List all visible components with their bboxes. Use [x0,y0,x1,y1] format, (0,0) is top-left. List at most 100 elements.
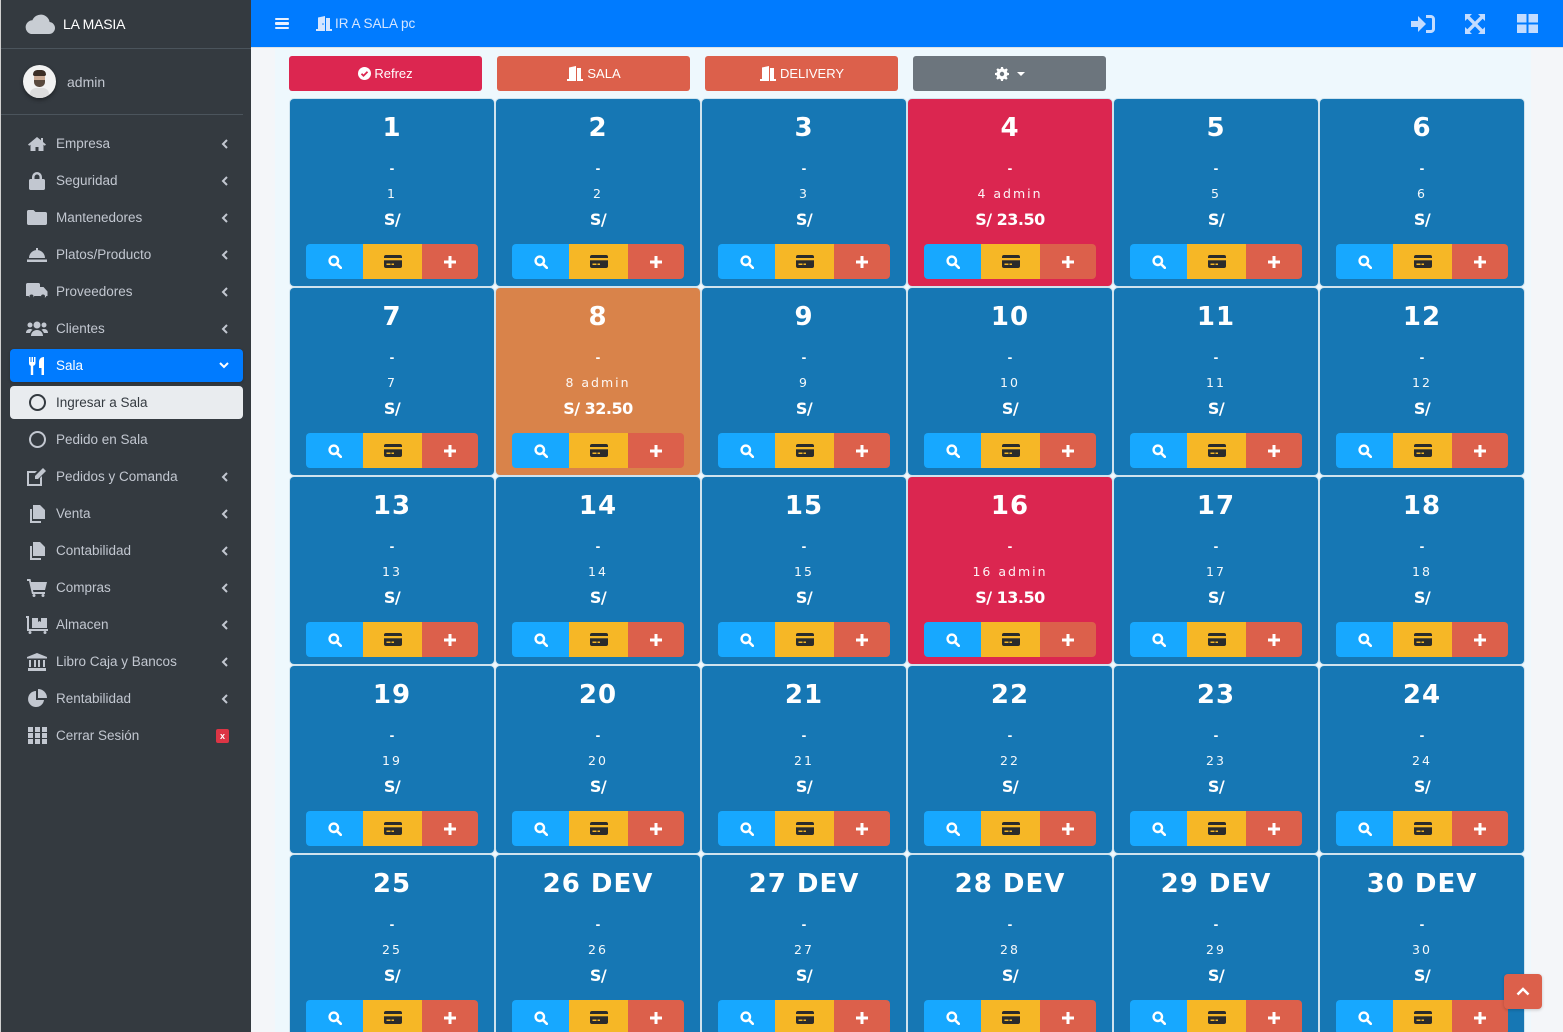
pay-button[interactable] [569,811,628,846]
pay-button[interactable] [1393,244,1452,279]
table-card[interactable]: 6 - 6 S/ [1320,99,1524,286]
view-order-button[interactable] [512,433,569,468]
add-item-button[interactable] [1040,622,1096,657]
add-item-button[interactable] [834,622,890,657]
view-order-button[interactable] [306,622,363,657]
view-order-button[interactable] [306,244,363,279]
add-item-button[interactable] [1452,1000,1508,1032]
table-card[interactable]: 22 - 22 S/ [908,666,1112,853]
pay-button[interactable] [775,622,834,657]
table-card[interactable]: 28 DEV - 28 S/ [908,855,1112,1032]
pay-button[interactable] [775,244,834,279]
table-card[interactable]: 16 - 16 admin S/ 13.50 [908,477,1112,664]
add-item-button[interactable] [422,433,478,468]
add-item-button[interactable] [422,1000,478,1032]
view-order-button[interactable] [718,244,775,279]
pay-button[interactable] [1393,811,1452,846]
pay-button[interactable] [363,244,422,279]
view-order-button[interactable] [1336,811,1393,846]
view-order-button[interactable] [512,1000,569,1032]
add-item-button[interactable] [628,433,684,468]
view-order-button[interactable] [512,244,569,279]
pay-button[interactable] [1187,811,1246,846]
sidebar-item-compras[interactable]: Compras [10,571,243,604]
view-order-button[interactable] [1130,622,1187,657]
table-card[interactable]: 30 DEV - 30 S/ [1320,855,1524,1032]
table-card[interactable]: 23 - 23 S/ [1114,666,1318,853]
brand-link[interactable]: LA MASIA [1,0,251,49]
table-card[interactable]: 13 - 13 S/ [290,477,494,664]
pay-button[interactable] [569,1000,628,1032]
table-card[interactable]: 1 - 1 S/ [290,99,494,286]
add-item-button[interactable] [1246,244,1302,279]
add-item-button[interactable] [1246,811,1302,846]
sidebar-item-sala[interactable]: Sala [10,349,243,382]
add-item-button[interactable] [834,1000,890,1032]
table-card[interactable]: 7 - 7 S/ [290,288,494,475]
add-item-button[interactable] [1246,1000,1302,1032]
table-card[interactable]: 4 - 4 admin S/ 23.50 [908,99,1112,286]
pay-button[interactable] [981,244,1040,279]
table-card[interactable]: 24 - 24 S/ [1320,666,1524,853]
sidebar-item-cerrar-sesion[interactable]: Cerrar Sesión x [10,719,243,752]
table-card[interactable]: 12 - 12 S/ [1320,288,1524,475]
view-order-button[interactable] [1336,244,1393,279]
pay-button[interactable] [1187,622,1246,657]
pay-button[interactable] [1187,433,1246,468]
table-card[interactable]: 11 - 11 S/ [1114,288,1318,475]
view-order-button[interactable] [306,433,363,468]
add-item-button[interactable] [628,1000,684,1032]
pay-button[interactable] [569,244,628,279]
add-item-button[interactable] [422,622,478,657]
table-card[interactable]: 3 - 3 S/ [702,99,906,286]
refresh-button[interactable]: Refrez [289,56,482,91]
add-item-button[interactable] [628,622,684,657]
table-card[interactable]: 27 DEV - 27 S/ [702,855,906,1032]
pay-button[interactable] [363,433,422,468]
sidebar-item-venta[interactable]: Venta [10,497,243,530]
table-card[interactable]: 9 - 9 S/ [702,288,906,475]
sign-in-icon[interactable] [1411,13,1435,35]
add-item-button[interactable] [834,811,890,846]
table-card[interactable]: 8 - 8 admin S/ 32.50 [496,288,700,475]
pay-button[interactable] [1393,433,1452,468]
sidebar-item-almacen[interactable]: Almacen [10,608,243,641]
view-order-button[interactable] [924,244,981,279]
view-order-button[interactable] [924,622,981,657]
sidebar-item-proveedores[interactable]: Proveedores [10,275,243,308]
view-order-button[interactable] [1130,1000,1187,1032]
sidebar-item-ingresar-a-sala[interactable]: Ingresar a Sala [10,386,243,419]
table-card[interactable]: 17 - 17 S/ [1114,477,1318,664]
view-order-button[interactable] [718,811,775,846]
pay-button[interactable] [1393,1000,1452,1032]
settings-dropdown-button[interactable] [913,56,1106,91]
sidebar-item-pedido-en-sala[interactable]: Pedido en Sala [10,423,243,456]
sidebar-item-mantenedores[interactable]: Mantenedores [10,201,243,234]
table-card[interactable]: 15 - 15 S/ [702,477,906,664]
sidebar-item-pedidos-y-comanda[interactable]: Pedidos y Comanda [10,460,243,493]
view-order-button[interactable] [924,433,981,468]
view-order-button[interactable] [306,1000,363,1032]
user-panel[interactable]: admin [1,49,243,115]
add-item-button[interactable] [1040,811,1096,846]
pay-button[interactable] [981,433,1040,468]
view-order-button[interactable] [1130,244,1187,279]
table-card[interactable]: 29 DEV - 29 S/ [1114,855,1318,1032]
table-card[interactable]: 21 - 21 S/ [702,666,906,853]
view-order-button[interactable] [924,1000,981,1032]
sidebar-item-seguridad[interactable]: Seguridad [10,164,243,197]
add-item-button[interactable] [1452,433,1508,468]
sala-button[interactable]: SALA [497,56,690,91]
table-card[interactable]: 19 - 19 S/ [290,666,494,853]
add-item-button[interactable] [422,811,478,846]
pay-button[interactable] [1187,1000,1246,1032]
add-item-button[interactable] [1452,622,1508,657]
add-item-button[interactable] [422,244,478,279]
ir-a-sala-link[interactable]: IR A SALA pc [315,16,415,31]
table-card[interactable]: 5 - 5 S/ [1114,99,1318,286]
pay-button[interactable] [569,433,628,468]
th-large-icon[interactable] [1515,13,1539,35]
view-order-button[interactable] [512,622,569,657]
table-card[interactable]: 18 - 18 S/ [1320,477,1524,664]
view-order-button[interactable] [306,811,363,846]
